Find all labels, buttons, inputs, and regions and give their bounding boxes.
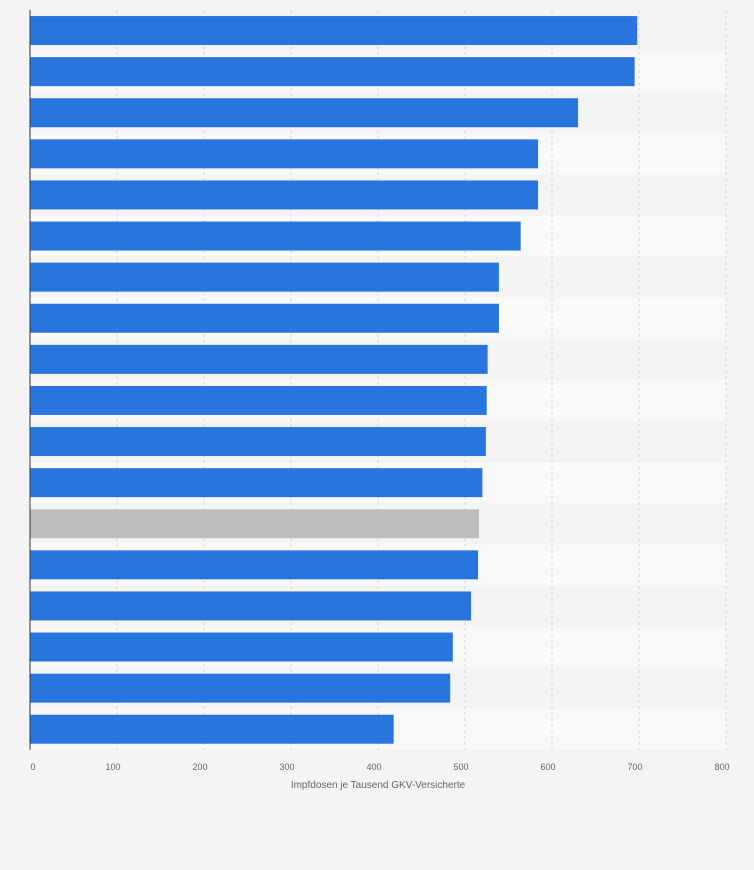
x-tick-labels: 0 100 200 300 400 500 600 700 800 <box>30 762 729 772</box>
x-tick-label: 0 <box>30 762 35 772</box>
x-tick-label: 800 <box>714 762 729 772</box>
x-tick-label: 600 <box>540 762 555 772</box>
bar <box>30 468 483 498</box>
x-tick-label: 700 <box>627 762 642 772</box>
bar-highlighted <box>30 509 479 539</box>
bar <box>30 303 499 333</box>
bar <box>30 427 486 457</box>
x-tick-label: 200 <box>192 762 207 772</box>
bar <box>30 385 487 415</box>
bar <box>30 714 394 744</box>
x-tick-label: 400 <box>366 762 381 772</box>
bar <box>30 591 472 621</box>
bar <box>30 98 579 128</box>
bar <box>30 57 635 87</box>
x-axis-title: Impfdosen je Tausend GKV-Versicherte <box>291 780 466 791</box>
x-tick-label: 100 <box>105 762 120 772</box>
bar <box>30 344 488 374</box>
bar <box>30 673 451 703</box>
bars <box>30 16 638 744</box>
x-tick-label: 500 <box>453 762 468 772</box>
bar <box>30 221 521 251</box>
bar <box>30 550 479 580</box>
bar <box>30 16 638 46</box>
bar <box>30 180 539 210</box>
bar <box>30 139 539 169</box>
x-tick-label: 300 <box>279 762 294 772</box>
bar <box>30 632 453 662</box>
bar <box>30 262 499 292</box>
